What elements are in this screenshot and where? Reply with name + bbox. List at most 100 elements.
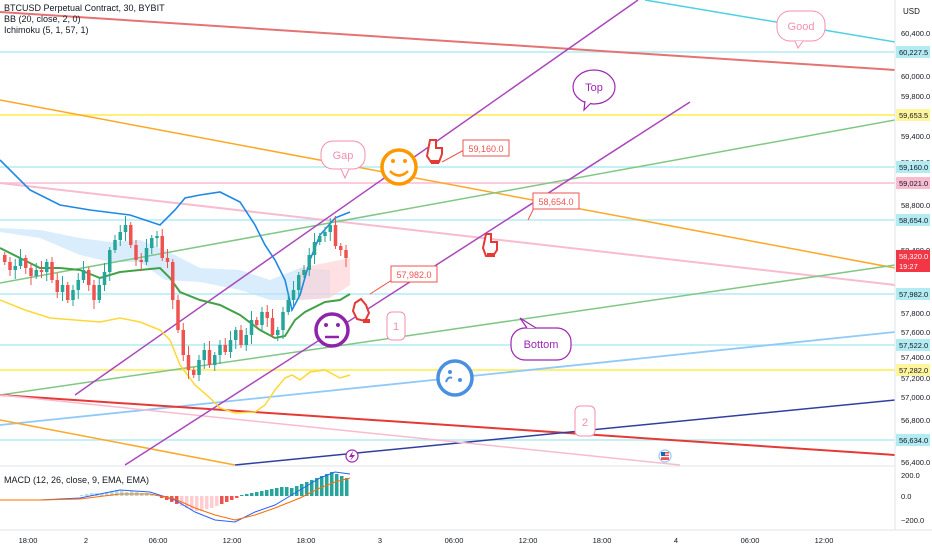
candle-body xyxy=(97,285,101,300)
macd-histogram-bar xyxy=(205,496,209,509)
price-badge-label: 60,227.5 xyxy=(899,48,928,57)
time-tick-label: 12:00 xyxy=(815,536,834,545)
macd-histogram-bar xyxy=(310,480,314,496)
macd-tick-label: −200.0 xyxy=(901,516,924,525)
macd-histogram-bar xyxy=(275,488,279,496)
pointing-hand-icon[interactable] xyxy=(425,139,443,164)
macd-histogram-bar xyxy=(210,496,214,508)
candle-body xyxy=(87,270,91,285)
price-badge xyxy=(896,364,930,376)
price-badge-label: 56,634.0 xyxy=(899,436,928,445)
price-axis[interactable]: USD 60,400.060,000.059,800.059,400.059,2… xyxy=(894,0,930,530)
time-axis[interactable]: 18:00 2 06:00 12:00 18:00 3 06:00 12:00 18:00 4 06… xyxy=(0,529,932,545)
ichimoku-cloud xyxy=(0,228,330,300)
price-tick-label: 57,200.0 xyxy=(901,374,930,383)
candle-body xyxy=(239,330,243,345)
top-callout[interactable]: Top xyxy=(572,69,616,112)
trend-lines xyxy=(0,0,896,466)
macd-histogram-bar xyxy=(265,490,269,496)
macd-histogram-bar xyxy=(330,472,334,496)
candle-body xyxy=(165,258,170,262)
macd-histogram-bar xyxy=(190,496,194,510)
price-callout-59160[interactable]: 59,160.0 xyxy=(441,139,510,163)
macd-histogram-bar xyxy=(90,493,94,496)
price-tick-label: 57,600.0 xyxy=(901,328,930,337)
macd-histogram-bar xyxy=(255,492,259,496)
candle-body xyxy=(45,262,49,272)
price-badge-label: 59,653.5 xyxy=(899,111,928,120)
ichimoku-indicator-label[interactable]: Ichimoku (5, 1, 57, 1) xyxy=(4,25,89,35)
good-callout[interactable]: Good xyxy=(776,10,826,50)
wave-1-label: 1 xyxy=(393,321,399,333)
macd-legend: MACD (12, 26, close, 9, EMA, EMA) xyxy=(4,475,149,486)
candle-body xyxy=(302,270,306,275)
candle-body xyxy=(270,318,275,335)
macd-histogram-bar xyxy=(260,491,264,496)
macd-histogram-bar xyxy=(165,496,169,500)
macd-histogram-bar xyxy=(305,482,309,496)
macd-histogram-bar xyxy=(115,490,119,496)
bb-indicator-label[interactable]: BB (20, close, 2, 0) xyxy=(4,14,81,24)
candle-body xyxy=(118,232,122,240)
candle-body xyxy=(197,360,201,375)
price-tick-label: 59,800.0 xyxy=(901,92,930,101)
gap-label: Gap xyxy=(333,150,354,162)
macd-histogram-bar xyxy=(225,496,229,502)
time-tick-label: 06:00 xyxy=(741,536,760,545)
candle-body xyxy=(108,250,112,272)
time-tick-label: 18:00 xyxy=(297,536,316,545)
candle-body xyxy=(333,225,338,246)
time-tick-label: 12:00 xyxy=(223,536,242,545)
macd-histogram-bar xyxy=(295,486,299,496)
price-badge-label: 57,282.0 xyxy=(899,366,928,375)
macd-histogram-bar xyxy=(110,491,114,496)
macd-histogram-bar xyxy=(290,488,294,496)
bottom-callout[interactable]: Bottom xyxy=(510,317,572,361)
candle-body xyxy=(328,225,332,232)
macd-indicator-label[interactable]: MACD (12, 26, close, 9, EMA, EMA) xyxy=(4,475,150,485)
price-tick-label: 56,800.0 xyxy=(901,416,930,425)
candle-body xyxy=(186,355,191,370)
smiley-face-icon[interactable] xyxy=(380,148,418,186)
candle-body xyxy=(265,312,269,318)
sad-face-icon[interactable] xyxy=(436,359,474,397)
time-tick-label: 18:00 xyxy=(19,536,38,545)
price-badge-label: 59,021.0 xyxy=(899,179,928,188)
macd-histogram-bar xyxy=(240,495,244,496)
macd-histogram-bar xyxy=(335,474,339,496)
macd-histogram-bar xyxy=(315,478,319,496)
wave-1-box[interactable]: 1 xyxy=(386,311,406,341)
lightning-event-icon[interactable] xyxy=(345,449,359,463)
candle-body xyxy=(297,275,301,290)
candle-body xyxy=(29,268,33,276)
symbol-title[interactable]: BTCUSD Perpetual Contract, 30, BYBIT xyxy=(4,3,165,13)
candle-body xyxy=(134,245,138,260)
candle-body xyxy=(312,242,317,255)
candle-body xyxy=(244,335,248,345)
price-callout-58654[interactable]: 58,654.0 xyxy=(527,192,580,221)
pointing-hand-icon[interactable] xyxy=(481,233,498,257)
macd-histogram-bar xyxy=(180,496,184,506)
gap-callout[interactable]: Gap xyxy=(320,140,366,180)
candle-body xyxy=(144,248,149,262)
price-badge-label: 59,160.0 xyxy=(899,163,928,172)
macd-histogram-bar xyxy=(185,496,189,508)
wave-2-box[interactable]: 2 xyxy=(574,405,596,437)
pointing-hand-icon[interactable] xyxy=(351,297,371,323)
macd-histogram-bar xyxy=(230,496,234,500)
macd-histogram-bar xyxy=(195,496,199,511)
candle-body xyxy=(339,246,343,250)
neutral-face-icon[interactable] xyxy=(314,312,350,348)
price-callout-57982[interactable]: 57,982.0 xyxy=(369,265,438,295)
candle-body xyxy=(291,290,296,300)
wave-2-label: 2 xyxy=(582,417,588,429)
us-flag-event-icon[interactable] xyxy=(658,449,672,463)
price-tick-label: 58,800.0 xyxy=(901,201,930,210)
candle-body xyxy=(150,238,154,248)
macd-histogram-bar xyxy=(300,484,304,496)
macd-histogram-bar xyxy=(215,496,219,506)
candle-body xyxy=(234,330,238,340)
candle-body xyxy=(176,300,180,330)
candle-body xyxy=(139,260,143,262)
